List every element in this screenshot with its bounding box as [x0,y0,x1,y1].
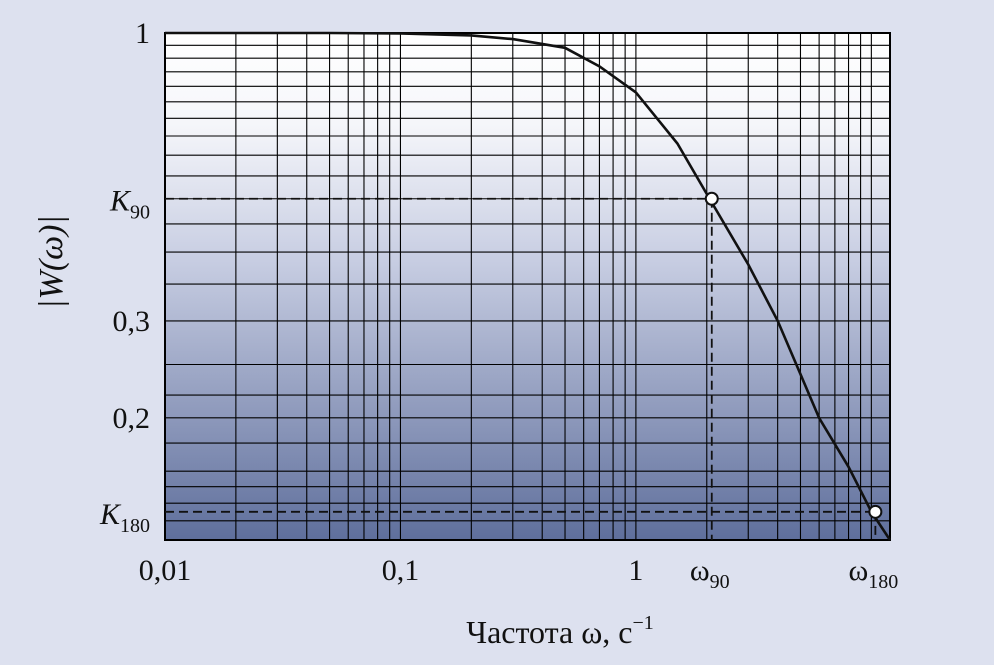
x-tick-label: 1 [628,554,643,587]
point-marker-w180 [868,504,883,519]
y-tick-label: 0,3 [113,305,151,338]
guide-lines [165,197,877,540]
y-annotation-w90: K90 [109,185,150,224]
markers [704,191,883,519]
x-annotation-w180: ω180 [848,554,898,593]
y-annotation-w180: K180 [99,498,150,537]
tick-labels: 0,01 0,1 1 1 0,3 0,2 [113,17,644,587]
x-annotation-w90: ω90 [690,554,730,593]
y-tick-label: 0,2 [113,402,151,435]
y-axis-label: |W(ω)| [33,215,70,309]
x-axis-label: Частота ω, с−1 [466,612,653,650]
x-tick-label: 0,01 [139,554,192,587]
grid [165,33,890,541]
plot-frame [164,32,891,541]
series-line [165,31,892,541]
point-marker-w90 [704,191,719,206]
y-tick-label: 1 [135,17,150,50]
x-tick-label: 0,1 [382,554,420,587]
plot-area [165,33,890,540]
